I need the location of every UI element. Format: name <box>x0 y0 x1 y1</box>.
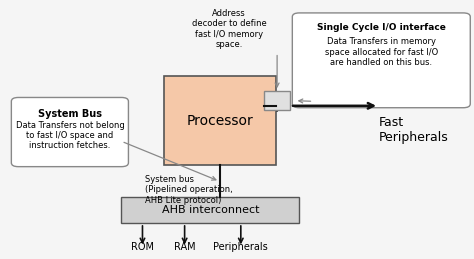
Text: RAM: RAM <box>174 242 195 253</box>
Text: Address
decoder to define
fast I/O memory
space.: Address decoder to define fast I/O memor… <box>191 9 266 49</box>
Text: System bus
(Pipelined operation,
AHB Lite protocol): System bus (Pipelined operation, AHB Lit… <box>145 175 233 205</box>
Text: Data Transfers not belong
to fast I/O space and
instruction fetches.: Data Transfers not belong to fast I/O sp… <box>16 120 124 150</box>
FancyBboxPatch shape <box>292 13 470 108</box>
FancyBboxPatch shape <box>264 91 290 110</box>
FancyBboxPatch shape <box>164 76 276 165</box>
Text: Data Transfers in memory
space allocated for fast I/O
are handled on this bus.: Data Transfers in memory space allocated… <box>325 37 438 67</box>
Text: ROM: ROM <box>131 242 154 253</box>
Text: System Bus: System Bus <box>38 109 102 119</box>
Text: Peripherals: Peripherals <box>213 242 268 253</box>
Text: Fast
Peripherals: Fast Peripherals <box>379 116 449 143</box>
Text: Single Cycle I/O interface: Single Cycle I/O interface <box>317 23 446 32</box>
FancyBboxPatch shape <box>121 197 300 223</box>
Text: Processor: Processor <box>186 113 253 127</box>
Text: AHB interconnect: AHB interconnect <box>162 205 259 215</box>
FancyBboxPatch shape <box>11 97 128 167</box>
